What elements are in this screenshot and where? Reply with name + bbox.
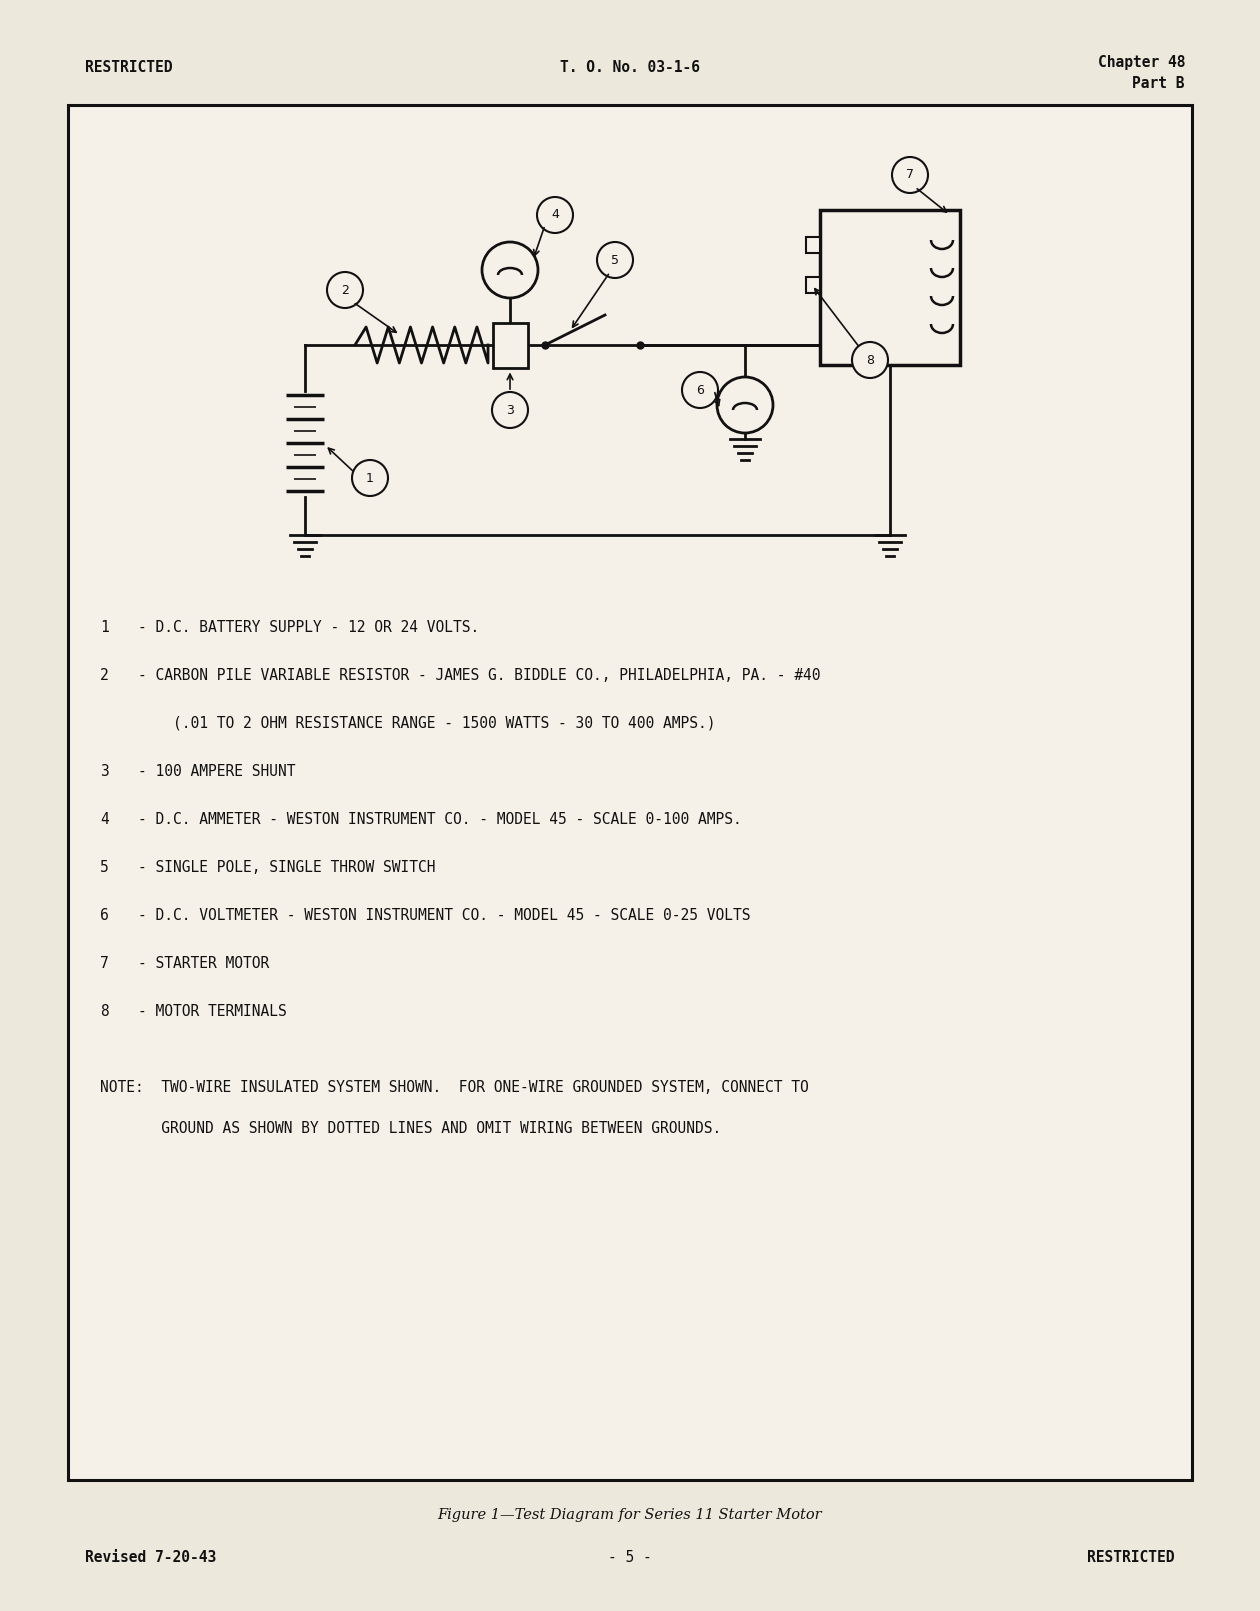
Text: - SINGLE POLE, SINGLE THROW SWITCH: - SINGLE POLE, SINGLE THROW SWITCH <box>139 860 436 875</box>
Circle shape <box>892 156 929 193</box>
Text: 3: 3 <box>507 403 514 417</box>
Text: - MOTOR TERMINALS: - MOTOR TERMINALS <box>139 1004 287 1020</box>
Text: Revised 7-20-43: Revised 7-20-43 <box>84 1550 217 1566</box>
Text: 2: 2 <box>341 284 349 296</box>
Text: RESTRICTED: RESTRICTED <box>1087 1550 1176 1566</box>
Bar <box>68 105 1192 1481</box>
Text: 6: 6 <box>696 383 704 396</box>
Bar <box>820 209 960 366</box>
Text: 5: 5 <box>611 253 619 266</box>
Text: Chapter 48: Chapter 48 <box>1097 55 1184 69</box>
Text: RESTRICTED: RESTRICTED <box>84 61 173 76</box>
Text: - STARTER MOTOR: - STARTER MOTOR <box>139 955 270 971</box>
Circle shape <box>717 377 772 433</box>
Circle shape <box>491 391 528 429</box>
Text: - CARBON PILE VARIABLE RESISTOR - JAMES G. BIDDLE CO., PHILADELPHIA, PA. - #40: - CARBON PILE VARIABLE RESISTOR - JAMES … <box>139 669 820 683</box>
Circle shape <box>352 461 388 496</box>
Circle shape <box>537 197 573 234</box>
Text: 3: 3 <box>100 764 108 780</box>
Text: 1: 1 <box>100 620 108 635</box>
Text: 8: 8 <box>100 1004 108 1020</box>
Circle shape <box>483 242 538 298</box>
Text: - 5 -: - 5 - <box>609 1550 651 1566</box>
Circle shape <box>597 242 633 279</box>
Circle shape <box>682 372 718 408</box>
Text: (.01 TO 2 OHM RESISTANCE RANGE - 1500 WATTS - 30 TO 400 AMPS.): (.01 TO 2 OHM RESISTANCE RANGE - 1500 WA… <box>139 715 716 731</box>
Text: 8: 8 <box>866 353 874 366</box>
Text: GROUND AS SHOWN BY DOTTED LINES AND OMIT WIRING BETWEEN GROUNDS.: GROUND AS SHOWN BY DOTTED LINES AND OMIT… <box>100 1121 721 1136</box>
Bar <box>493 322 528 367</box>
Text: Part B: Part B <box>1133 76 1184 92</box>
Text: 7: 7 <box>906 169 914 182</box>
Bar <box>806 237 820 253</box>
Text: 7: 7 <box>100 955 108 971</box>
Text: - 100 AMPERE SHUNT: - 100 AMPERE SHUNT <box>139 764 296 780</box>
Text: Figure 1—Test Diagram for Series 11 Starter Motor: Figure 1—Test Diagram for Series 11 Star… <box>437 1508 823 1522</box>
Text: 5: 5 <box>100 860 108 875</box>
Text: - D.C. AMMETER - WESTON INSTRUMENT CO. - MODEL 45 - SCALE 0-100 AMPS.: - D.C. AMMETER - WESTON INSTRUMENT CO. -… <box>139 812 742 826</box>
Text: T. O. No. 03-1-6: T. O. No. 03-1-6 <box>559 61 701 76</box>
Bar <box>806 277 820 293</box>
Text: 4: 4 <box>100 812 108 826</box>
Circle shape <box>852 342 888 379</box>
Circle shape <box>328 272 363 308</box>
Text: 1: 1 <box>367 472 374 485</box>
Text: - D.C. BATTERY SUPPLY - 12 OR 24 VOLTS.: - D.C. BATTERY SUPPLY - 12 OR 24 VOLTS. <box>139 620 479 635</box>
Text: NOTE:  TWO-WIRE INSULATED SYSTEM SHOWN.  FOR ONE-WIRE GROUNDED SYSTEM, CONNECT T: NOTE: TWO-WIRE INSULATED SYSTEM SHOWN. F… <box>100 1079 809 1095</box>
Text: 4: 4 <box>551 208 559 221</box>
Text: 6: 6 <box>100 909 108 923</box>
Text: 2: 2 <box>100 669 108 683</box>
Text: - D.C. VOLTMETER - WESTON INSTRUMENT CO. - MODEL 45 - SCALE 0-25 VOLTS: - D.C. VOLTMETER - WESTON INSTRUMENT CO.… <box>139 909 751 923</box>
